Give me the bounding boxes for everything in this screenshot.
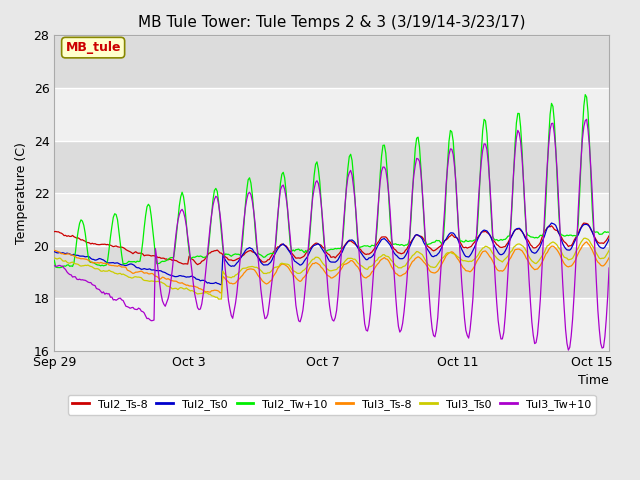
Bar xyxy=(54,298,609,351)
Legend: Tul2_Ts-8, Tul2_Ts0, Tul2_Tw+10, Tul3_Ts-8, Tul3_Ts0, Tul3_Tw+10: Tul2_Ts-8, Tul2_Ts0, Tul2_Tw+10, Tul3_Ts… xyxy=(68,395,596,415)
Bar xyxy=(54,36,609,88)
Bar xyxy=(54,88,609,141)
Bar xyxy=(54,246,609,298)
Y-axis label: Temperature (C): Temperature (C) xyxy=(15,142,28,244)
Text: MB_tule: MB_tule xyxy=(65,41,121,54)
Bar xyxy=(54,193,609,246)
Bar xyxy=(54,141,609,193)
Title: MB Tule Tower: Tule Temps 2 & 3 (3/19/14-3/23/17): MB Tule Tower: Tule Temps 2 & 3 (3/19/14… xyxy=(138,15,525,30)
X-axis label: Time: Time xyxy=(579,374,609,387)
